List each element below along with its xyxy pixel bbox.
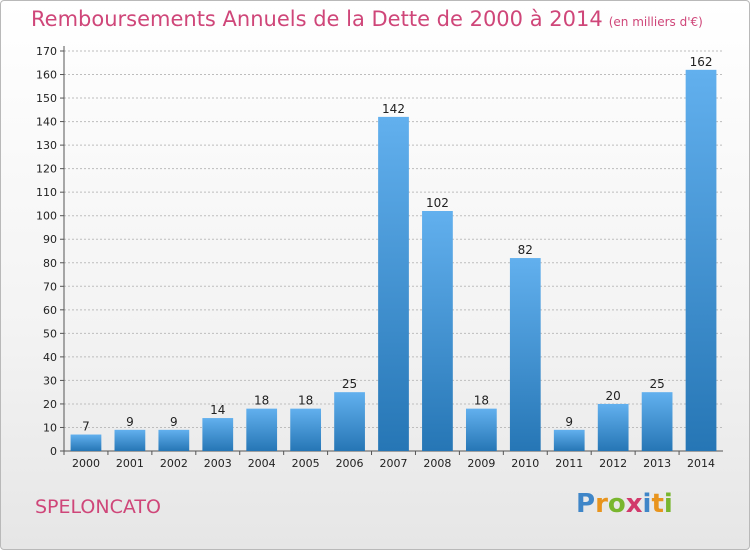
x-tick-label-2002: 2002 [160,457,188,470]
value-label-2012: 20 [606,389,621,403]
x-tick-label-2012: 2012 [599,457,627,470]
bar-2006 [334,392,365,451]
x-tick-labels: 2000 2001 2002 2003 2004 2005 2006 2007 2008 2009… [63,451,715,470]
bar-2010 [509,258,541,451]
x-tick-label-2000: 2000 [72,457,100,470]
y-tick-label: 10 [43,421,57,434]
y-tick-label: 170 [36,45,57,58]
y-tick-label: 130 [36,139,57,152]
value-label-2010: 82 [518,243,533,257]
value-label-2009: 18 [474,394,489,408]
bar-2011 [553,429,585,451]
bar-2013 [641,392,673,451]
value-label-2014: 162 [690,55,713,69]
x-tick-label-2006: 2006 [336,457,364,470]
proxiti-logo: Proxiti [576,489,673,519]
bar-2014 [685,69,717,451]
y-tick-label: 100 [36,210,57,223]
value-label-2008: 102 [426,196,449,210]
logo-letter: P [576,489,596,519]
y-tick-label: 50 [43,327,57,340]
logo-letter: t [651,489,664,519]
bar-2009 [465,408,497,451]
y-tick-labels: 0 10 20 30 40 50 60 70 80 90 100 110 120 130 140 150 160… [36,45,57,458]
bar-2007 [378,116,409,451]
x-tick-label-2005: 2005 [292,457,320,470]
chart-title: Remboursements Annuels de la Dette de 20… [31,7,703,31]
logo-letter: o [607,489,626,519]
bar-2003 [202,418,234,451]
y-tick-label: 60 [43,304,57,317]
x-tick-label-2004: 2004 [248,457,276,470]
bars: 7 9 9 14 18 18 25 142 102 18 82 9 20 25 162 [70,55,717,451]
value-label-2001: 9 [126,415,134,429]
bar-2012 [597,403,629,451]
logo-letter: r [595,489,608,519]
y-tick-label: 90 [43,233,57,246]
y-tick-label: 20 [43,398,57,411]
x-tick-label-2014: 2014 [687,457,715,470]
value-label-2002: 9 [170,415,178,429]
x-tick-label-2011: 2011 [555,457,583,470]
logo-letter: i [663,489,673,519]
value-label-2004: 18 [254,394,269,408]
logo-letter: i [642,489,652,519]
y-tick-label: 140 [36,116,57,129]
y-tick-label: 40 [43,351,57,364]
logo-letter: x [625,489,643,519]
x-tick-label-2001: 2001 [116,457,144,470]
chart-title-text: Remboursements Annuels de la Dette de 20… [31,7,603,31]
bar-2008 [422,211,453,451]
x-tick-label-2003: 2003 [204,457,232,470]
value-label-2011: 9 [565,415,573,429]
bar-2005 [290,408,322,451]
bar-2000 [70,434,102,451]
y-tick-label: 0 [50,445,57,458]
x-tick-label-2013: 2013 [643,457,671,470]
value-label-2003: 14 [210,403,225,417]
value-label-2006: 25 [342,377,357,391]
x-tick-label-2007: 2007 [380,457,408,470]
y-tick-label: 150 [36,92,57,105]
value-label-2007: 142 [382,102,405,116]
y-tick-label: 110 [36,186,57,199]
value-label-2005: 18 [298,394,313,408]
y-tick-label: 80 [43,257,57,270]
chart-unit: (en milliers d'€) [608,15,703,29]
bar-2001 [114,429,146,451]
bar-2004 [246,408,278,451]
y-tick-label: 160 [36,69,57,82]
y-tick-label: 30 [43,374,57,387]
x-tick-label-2008: 2008 [423,457,451,470]
x-tick-label-2009: 2009 [467,457,495,470]
value-label-2000: 7 [82,420,90,434]
value-label-2013: 25 [649,377,664,391]
y-tick-label: 120 [36,163,57,176]
y-tick-label: 70 [43,280,57,293]
commune-name: SPELONCATO [35,496,161,518]
x-tick-label-2010: 2010 [511,457,539,470]
bar-2002 [158,429,190,451]
